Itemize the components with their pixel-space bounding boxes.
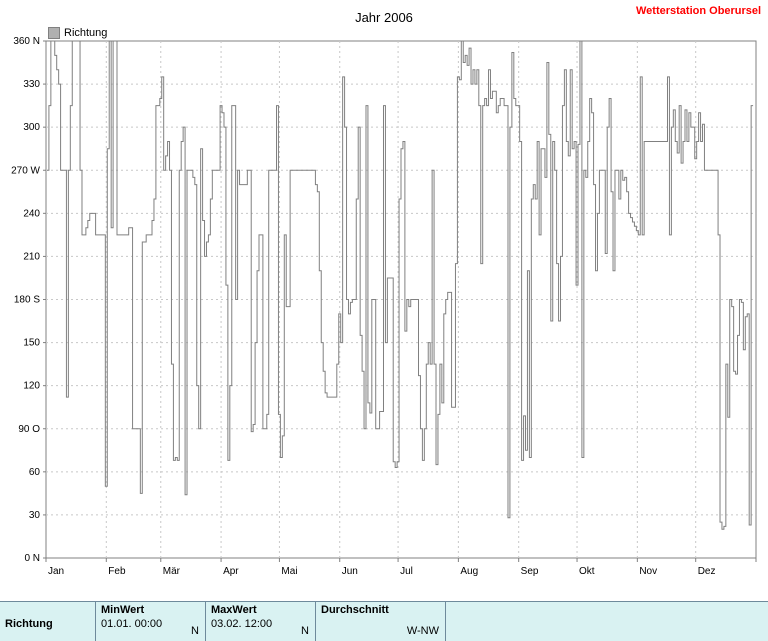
- svg-text:360 N: 360 N: [13, 36, 40, 47]
- svg-text:270 W: 270 W: [11, 165, 40, 176]
- stats-max-cell: MaxWert 03.02. 12:00 N: [206, 602, 316, 641]
- svg-text:330: 330: [23, 79, 40, 90]
- stats-min-cell: MinWert 01.01. 00:00 N: [96, 602, 206, 641]
- svg-text:Apr: Apr: [223, 566, 239, 577]
- svg-text:210: 210: [23, 251, 40, 262]
- svg-text:0 N: 0 N: [24, 553, 40, 564]
- svg-text:120: 120: [23, 381, 40, 392]
- stats-row: Richtung MinWert 01.01. 00:00 N MaxWert …: [0, 601, 768, 641]
- stats-row-name-cell: Richtung: [0, 602, 96, 641]
- stats-min-dir: N: [191, 625, 199, 637]
- svg-text:300: 300: [23, 122, 40, 133]
- svg-text:60: 60: [29, 467, 41, 478]
- stats-max-header: MaxWert: [211, 604, 310, 616]
- svg-text:240: 240: [23, 208, 40, 219]
- stats-row-name: Richtung: [5, 618, 90, 630]
- stats-avg-dir: W-NW: [407, 625, 439, 637]
- svg-text:Jun: Jun: [342, 566, 358, 577]
- stats-min-value: 01.01. 00:00: [101, 618, 200, 630]
- chart-container: Jahr 2006 Wetterstation Oberursel Richtu…: [0, 0, 768, 641]
- svg-text:90 O: 90 O: [18, 424, 40, 435]
- svg-text:Feb: Feb: [108, 566, 126, 577]
- svg-text:Okt: Okt: [579, 566, 595, 577]
- svg-text:Jan: Jan: [48, 566, 64, 577]
- stats-max-value: 03.02. 12:00: [211, 618, 310, 630]
- svg-text:Nov: Nov: [639, 566, 657, 577]
- stats-avg-header: Durchschnitt: [321, 604, 440, 616]
- chart-plot: 0 N 30 60 90 O 120 150 180 S 210 240 270 W 300 330 3…: [0, 0, 768, 598]
- svg-text:Mai: Mai: [281, 566, 297, 577]
- svg-text:Mär: Mär: [163, 566, 181, 577]
- svg-text:Dez: Dez: [698, 566, 716, 577]
- svg-text:180 S: 180 S: [14, 295, 40, 306]
- svg-text:30: 30: [29, 510, 41, 521]
- stats-min-header: MinWert: [101, 604, 200, 616]
- stats-avg-cell: Durchschnitt W-NW: [316, 602, 446, 641]
- svg-text:150: 150: [23, 338, 40, 349]
- svg-text:Sep: Sep: [521, 566, 539, 577]
- stats-max-dir: N: [301, 625, 309, 637]
- svg-text:Aug: Aug: [460, 566, 478, 577]
- svg-text:Jul: Jul: [400, 566, 413, 577]
